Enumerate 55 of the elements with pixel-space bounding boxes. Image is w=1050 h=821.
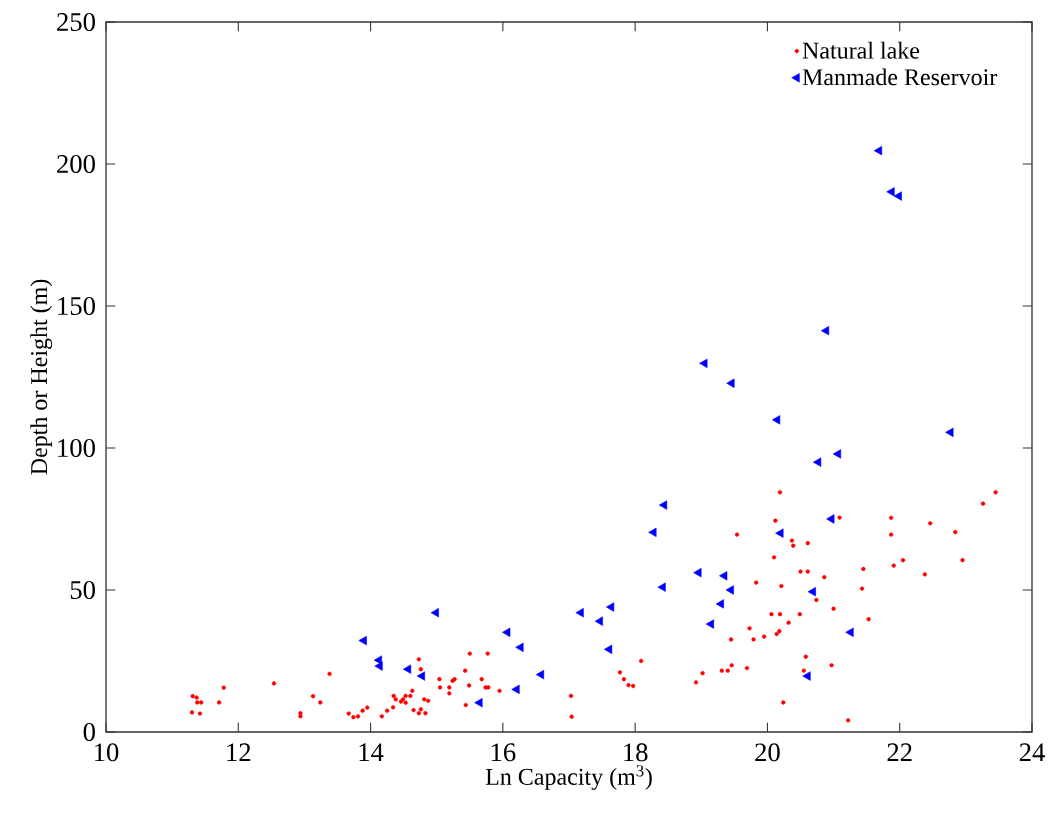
point	[705, 619, 715, 629]
x-tick-label: 24	[1019, 743, 1045, 762]
point	[374, 661, 383, 671]
point	[826, 514, 835, 524]
point	[535, 669, 545, 680]
point	[511, 684, 520, 695]
legend-label: Manmade Reservoir	[802, 68, 998, 86]
point	[726, 378, 735, 388]
point	[886, 187, 895, 197]
point	[699, 358, 708, 369]
y-tick-label: 100	[58, 438, 95, 457]
x-tick-label: 14	[359, 743, 384, 761]
point	[474, 698, 483, 708]
point	[772, 415, 781, 425]
point	[715, 599, 724, 609]
point	[725, 585, 734, 595]
y-tick-label: 250	[57, 13, 95, 31]
x-tick-label: 18	[624, 743, 648, 762]
point	[719, 571, 728, 581]
point	[515, 642, 524, 653]
point	[813, 457, 822, 467]
point	[845, 627, 854, 637]
point	[802, 671, 811, 681]
x-tick-label: 12	[227, 743, 251, 762]
x-tick-label: 10	[95, 743, 119, 762]
point	[358, 635, 367, 646]
y-tick-label: 50	[70, 580, 95, 599]
point	[606, 602, 615, 612]
point	[893, 191, 902, 201]
point	[807, 587, 816, 597]
x-axis-title: Ln Capacity (m$^{3}$)	[485, 765, 652, 790]
point	[820, 326, 830, 336]
y-tick-label: 150	[58, 296, 95, 315]
point	[658, 500, 668, 510]
legend-label: Natural lake	[802, 41, 920, 59]
point	[657, 582, 666, 592]
x-tick-label: 16	[491, 743, 516, 762]
point	[502, 627, 511, 637]
point	[648, 527, 657, 537]
point	[693, 568, 702, 578]
point	[430, 608, 439, 618]
point	[402, 664, 412, 674]
point	[945, 427, 954, 438]
point	[832, 449, 842, 459]
point	[594, 616, 603, 626]
y-axis-title: Depth or Height (m)	[30, 279, 53, 475]
point	[575, 608, 584, 618]
y-tick-label: 200	[57, 155, 95, 173]
x-tick-label: 22	[887, 743, 912, 762]
x-tick-label: 20	[755, 743, 780, 762]
y-tick-label: 0	[83, 722, 95, 741]
point	[604, 644, 613, 654]
point	[416, 671, 425, 681]
point	[775, 528, 784, 538]
point	[873, 145, 883, 156]
